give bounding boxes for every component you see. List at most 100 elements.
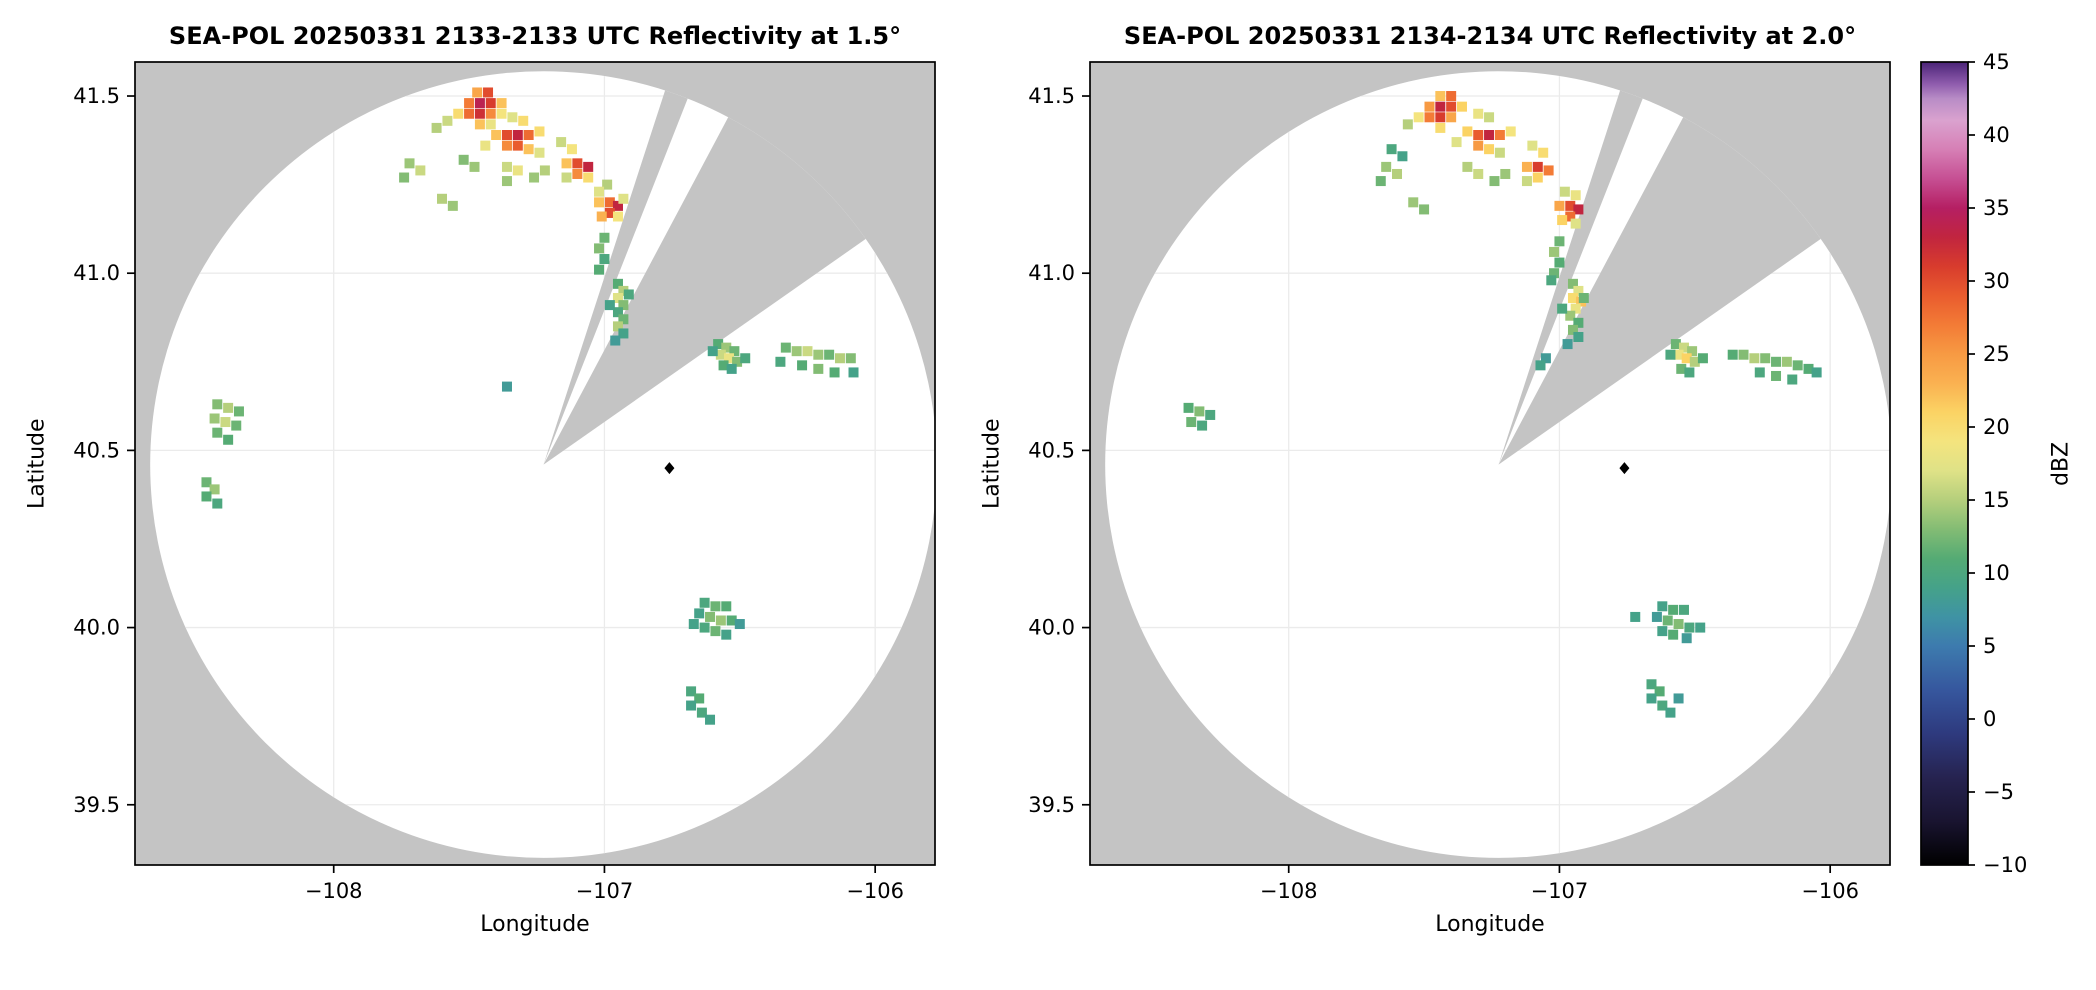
echo-cell <box>1749 353 1760 364</box>
echo-cell <box>1657 700 1668 711</box>
echo-cell <box>233 406 244 417</box>
echo-cell <box>699 597 710 608</box>
echo-cell <box>618 328 629 339</box>
echo-cell <box>1424 101 1435 112</box>
echo-cell <box>1494 130 1505 140</box>
reflectivity-panel-left: SEA-POL 20250331 2133-2133 UTC Reflectiv… <box>0 0 960 990</box>
echo-cell <box>1543 165 1554 176</box>
echo-cell <box>1570 218 1581 229</box>
echo-cell <box>512 140 523 151</box>
colorbar-tick-label: 35 <box>1983 196 2010 220</box>
echo-cell <box>1557 215 1568 226</box>
colorbar-tick-label: 45 <box>1983 50 2010 74</box>
echo-cell <box>848 367 859 378</box>
colorbar-tick-label: −10 <box>1983 853 2027 877</box>
echo-cell <box>1549 268 1560 279</box>
echo-cell <box>1681 353 1692 364</box>
echo-cell <box>1646 693 1657 704</box>
y-tick-label: 41.0 <box>73 261 120 285</box>
echo-cell <box>594 243 605 254</box>
echo-cell <box>1573 331 1584 342</box>
echo-cell <box>618 193 629 204</box>
echo-cell <box>1657 601 1668 612</box>
echo-cell <box>1567 324 1578 335</box>
echo-cell <box>813 363 824 374</box>
echo-cell <box>1559 186 1570 197</box>
echo-cell <box>1565 200 1576 211</box>
echo-cell <box>710 601 721 612</box>
echo-cell <box>447 200 458 211</box>
plot-border <box>1089 61 1891 866</box>
echo-cell <box>464 108 475 119</box>
echo-cell <box>707 346 718 357</box>
echo-cell <box>1803 363 1814 374</box>
echo-cell <box>604 197 615 208</box>
echo-cell <box>220 417 231 428</box>
echo-cell <box>1538 147 1549 158</box>
echo-cell <box>710 626 721 637</box>
echo-cell <box>1397 151 1408 162</box>
echo-cell <box>501 381 512 392</box>
echo-cell <box>599 232 610 243</box>
y-tick-label: 39.5 <box>73 793 120 817</box>
echo-cell <box>713 339 724 350</box>
echo-cell <box>1386 144 1397 155</box>
echo-cell <box>212 399 223 410</box>
echo-cell <box>596 211 607 222</box>
echo-cell <box>1687 346 1698 357</box>
echo-cell <box>1205 409 1216 420</box>
echo-cell <box>845 353 856 364</box>
echo-cell <box>1540 353 1551 364</box>
echo-cell <box>599 254 610 265</box>
echo-cell <box>1681 633 1692 644</box>
echo-cell <box>726 363 737 374</box>
echo-cell <box>1665 707 1676 718</box>
echo-cell <box>223 402 234 413</box>
echo-cell <box>1771 356 1782 367</box>
echo-cell <box>618 285 629 296</box>
x-axis-label: Longitude <box>480 912 590 937</box>
echo-cell <box>1567 278 1578 289</box>
echo-cell <box>721 342 732 353</box>
colorbar: 45 40 35 30 25 20 15 10 5 0 −5 −10 dBZ <box>1910 0 2096 990</box>
echo-cell <box>458 154 469 165</box>
echo-cell <box>491 130 502 140</box>
echo-cell <box>1573 317 1584 328</box>
echo-cell <box>529 172 540 183</box>
echo-cell <box>474 119 485 130</box>
y-tick-label: 41.5 <box>73 84 120 108</box>
echo-cell <box>415 165 426 176</box>
echo-cell <box>512 165 523 176</box>
echo-cell <box>1662 615 1673 626</box>
x-tick-label: −108 <box>305 879 363 903</box>
echo-cell <box>1194 406 1205 417</box>
echo-cell <box>1670 339 1681 350</box>
echo-cell <box>1573 204 1584 215</box>
echo-cell <box>726 615 737 626</box>
echo-cell <box>715 615 726 626</box>
echo-cell <box>518 115 529 126</box>
echo-cell <box>539 165 550 176</box>
echo-cell <box>813 349 824 360</box>
echo-cell <box>618 300 629 311</box>
echo-cell <box>1668 604 1679 615</box>
echo-cell <box>829 367 840 378</box>
echo-cell <box>483 87 494 98</box>
echo-cell <box>1689 356 1700 367</box>
echo-cell <box>791 346 802 357</box>
echo-cell <box>1451 137 1462 148</box>
echo-cell <box>1562 339 1573 350</box>
colorbar-tick-label: 10 <box>1983 561 2010 585</box>
echo-cell <box>1668 629 1679 640</box>
echo-cell <box>1787 374 1798 385</box>
echo-cell <box>1392 168 1403 179</box>
echo-cell <box>1505 126 1516 137</box>
colorbar-gradient <box>1920 61 1969 866</box>
echo-cell <box>594 264 605 275</box>
echo-cell <box>1727 349 1738 360</box>
echo-cell <box>1484 130 1495 140</box>
echo-cell <box>699 622 710 633</box>
echo-cell <box>469 161 480 172</box>
echo-cell <box>1473 108 1484 119</box>
echo-cell <box>1771 370 1782 381</box>
